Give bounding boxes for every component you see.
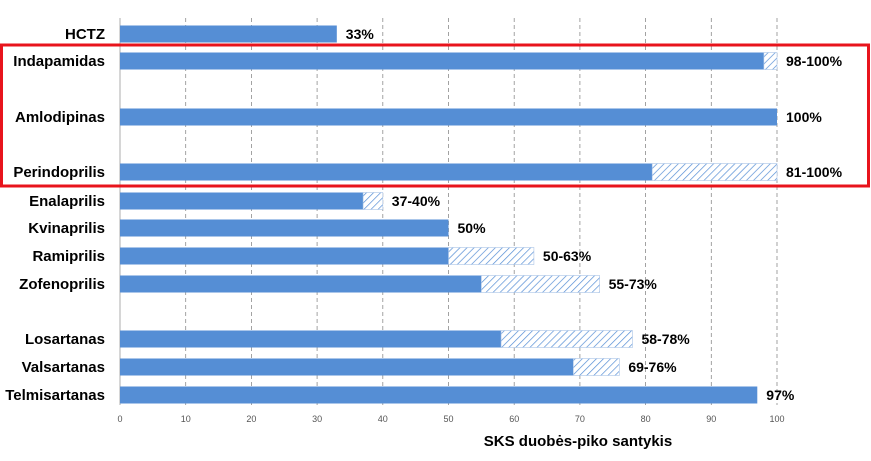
bar-hctz bbox=[120, 25, 337, 43]
bar-range-valsartanas bbox=[573, 358, 620, 376]
category-label-zofenoprilis: Zofenoprilis bbox=[19, 276, 105, 293]
bar-losartanas bbox=[120, 330, 502, 348]
category-labels: HCTZ Indapamidas Amlodipinas Perindoprilis E… bbox=[5, 26, 105, 404]
bar-range-zofenoprilis bbox=[481, 275, 600, 293]
x-tick-70: 70 bbox=[575, 414, 585, 424]
x-axis-title: SKS duobės-piko santykis bbox=[484, 433, 672, 450]
value-label-indapamidas: 98-100% bbox=[786, 53, 843, 69]
bar-valsartanas bbox=[120, 358, 574, 376]
value-label-perindoprilis: 81-100% bbox=[786, 164, 843, 180]
category-label-amlodipinas: Amlodipinas bbox=[15, 109, 105, 126]
bar-range-perindoprilis bbox=[651, 163, 778, 181]
category-label-losartanas: Losartanas bbox=[25, 331, 105, 348]
bars-group bbox=[120, 25, 778, 404]
bar-perindoprilis bbox=[120, 163, 653, 181]
highlight-box bbox=[0, 43, 870, 188]
bar-indapamidas bbox=[120, 52, 764, 70]
x-tick-90: 90 bbox=[706, 414, 716, 424]
x-tick-40: 40 bbox=[378, 414, 388, 424]
category-label-telmisartanas: Telmisartanas bbox=[5, 387, 105, 404]
bar-telmisartanas bbox=[120, 386, 758, 404]
category-label-enalaprilis: Enalaprilis bbox=[29, 193, 105, 210]
bar-ramiprilis bbox=[120, 247, 449, 265]
category-label-kvinaprilis: Kvinaprilis bbox=[28, 220, 105, 237]
bar-range-indapamidas bbox=[763, 52, 778, 70]
value-label-hctz: 33% bbox=[346, 26, 375, 42]
bar-enalaprilis bbox=[120, 192, 364, 210]
category-label-indapamidas: Indapamidas bbox=[13, 53, 105, 70]
value-label-valsartanas: 69-76% bbox=[628, 359, 677, 375]
bar-kvinaprilis bbox=[120, 219, 449, 237]
value-label-ramiprilis: 50-63% bbox=[543, 248, 592, 264]
x-tick-80: 80 bbox=[641, 414, 651, 424]
value-label-amlodipinas: 100% bbox=[786, 109, 822, 125]
bar-range-ramiprilis bbox=[448, 247, 535, 265]
x-tick-20: 20 bbox=[246, 414, 256, 424]
x-tick-30: 30 bbox=[312, 414, 322, 424]
category-label-ramiprilis: Ramiprilis bbox=[32, 248, 105, 265]
category-label-perindoprilis: Perindoprilis bbox=[13, 164, 105, 181]
x-tick-0: 0 bbox=[117, 414, 122, 424]
value-label-zofenoprilis: 55-73% bbox=[609, 276, 658, 292]
x-tick-60: 60 bbox=[509, 414, 519, 424]
bar-amlodipinas bbox=[120, 108, 777, 126]
x-tick-10: 10 bbox=[181, 414, 191, 424]
x-tick-100: 100 bbox=[769, 414, 784, 424]
value-label-losartanas: 58-78% bbox=[641, 331, 690, 347]
category-label-valsartanas: Valsartanas bbox=[22, 359, 105, 376]
bar-zofenoprilis bbox=[120, 275, 482, 293]
value-labels: 33% 98-100% 100% 81-100% 37-40% 50% 50-63% 55-7… bbox=[346, 26, 843, 403]
value-label-enalaprilis: 37-40% bbox=[392, 193, 441, 209]
x-tick-50: 50 bbox=[443, 414, 453, 424]
value-label-kvinaprilis: 50% bbox=[458, 220, 487, 236]
x-tick-labels: 0 10 20 30 40 50 60 70 80 90 100 bbox=[117, 414, 784, 424]
bar-range-losartanas bbox=[500, 330, 633, 348]
bar-range-enalaprilis bbox=[362, 192, 384, 210]
category-label-hctz: HCTZ bbox=[65, 26, 105, 43]
value-label-telmisartanas: 97% bbox=[766, 387, 795, 403]
